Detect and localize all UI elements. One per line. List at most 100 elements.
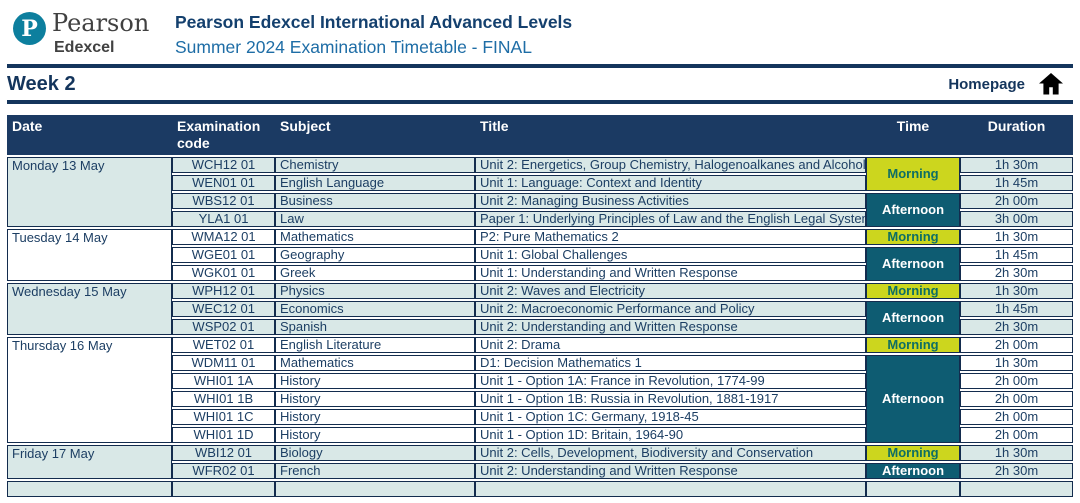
week-title: Week 2 bbox=[7, 72, 76, 95]
column-header-duration: Duration bbox=[960, 115, 1073, 155]
date-cell: Monday 13 May bbox=[7, 157, 172, 227]
table-row: WSP02 01 Spanish Unit 2: Understanding and… bbox=[7, 319, 1073, 335]
table-row: WEN01 01 English Language Unit 1: Language… bbox=[7, 175, 1073, 191]
exam-code-cell: WET02 01 bbox=[172, 337, 275, 353]
title-cell: Unit 2: Managing Business Activities bbox=[475, 193, 866, 209]
table-row: WFR02 01 French Unit 2: Understanding and … bbox=[7, 463, 1073, 479]
exam-code-cell: WGK01 01 bbox=[172, 265, 275, 281]
exam-code-cell: WDM11 01 bbox=[172, 355, 275, 371]
empty-cell bbox=[275, 481, 475, 497]
subject-cell: Mathematics bbox=[275, 355, 475, 371]
duration-cell: 1h 30m bbox=[960, 157, 1073, 173]
date-cell: Friday 17 May bbox=[7, 445, 172, 479]
logo-text-pearson: Pearson bbox=[52, 9, 150, 37]
header-row: Date Examination code Subject Title Time Dura… bbox=[7, 115, 1073, 155]
home-icon[interactable] bbox=[1039, 73, 1063, 95]
table-row: WDM11 01 Mathematics D1: Decision Mathemat… bbox=[7, 355, 1073, 443]
subject-cell: History bbox=[275, 373, 475, 389]
table-row: YLA1 01 Law Paper 1: Underlying Principles… bbox=[7, 211, 1073, 227]
duration-cell: 1h 30m bbox=[960, 283, 1073, 299]
duration-cell: 2h 30m bbox=[960, 463, 1073, 479]
duration-cell: 1h 45m bbox=[960, 247, 1073, 263]
duration-cell: 2h 30m bbox=[960, 319, 1073, 335]
subject-cell: History bbox=[275, 409, 475, 425]
table-row: Thursday 16 May WET02 01 English Literatur… bbox=[7, 337, 1073, 443]
title-cell: D1: Decision Mathematics 1 bbox=[475, 355, 866, 371]
time-badge: Morning bbox=[866, 229, 960, 245]
duration-cell: 1h 45m bbox=[960, 175, 1073, 191]
divider-top bbox=[7, 64, 1073, 68]
duration-cell: 3h 00m bbox=[960, 211, 1073, 227]
time-badge: Morning bbox=[866, 445, 960, 461]
date-cell: Tuesday 14 May bbox=[7, 229, 172, 281]
subject-cell: Mathematics bbox=[275, 229, 475, 245]
title-cell: Paper 1: Underlying Principles of Law an… bbox=[475, 211, 866, 227]
subject-cell: Economics bbox=[275, 301, 475, 317]
timetable: Date Examination code Subject Title Time Dura… bbox=[7, 113, 1073, 499]
subject-cell: Geography bbox=[275, 247, 475, 263]
title-cell: Unit 2: Drama bbox=[475, 337, 866, 353]
duration-cell: 1h 45m bbox=[960, 301, 1073, 317]
exam-code-cell: WHI01 1B bbox=[172, 391, 275, 407]
table-row: WHI01 1B History Unit 1 - Option 1B: Russi… bbox=[7, 391, 1073, 407]
duration-cell: 2h 00m bbox=[960, 391, 1073, 407]
subject-cell: Physics bbox=[275, 283, 475, 299]
empty-cell bbox=[960, 481, 1073, 497]
table-row: WBS12 01 Business Unit 2: Managing Busines… bbox=[7, 193, 1073, 227]
logo-letter: P bbox=[21, 15, 38, 42]
exam-code-cell: WSP02 01 bbox=[172, 319, 275, 335]
table-row-partial bbox=[7, 481, 1073, 497]
title-cell: Unit 2: Macroeconomic Performance and Po… bbox=[475, 301, 866, 317]
homepage-link[interactable]: Homepage bbox=[948, 75, 1025, 93]
empty-cell bbox=[7, 481, 172, 497]
table-row: Monday 13 May WCH12 01 Chemistry Unit 2: En… bbox=[7, 157, 1073, 227]
exam-code-cell: WHI01 1A bbox=[172, 373, 275, 389]
pearson-edexcel-logo: P Pearson Edexcel bbox=[7, 8, 175, 57]
time-badge: Afternoon bbox=[866, 301, 960, 335]
column-header-time: Time bbox=[866, 115, 960, 155]
duration-cell: 2h 00m bbox=[960, 337, 1073, 353]
document-subtitle: Summer 2024 Examination Timetable - FINA… bbox=[175, 37, 532, 57]
time-badge: Afternoon bbox=[866, 355, 960, 443]
exam-code-cell: WBS12 01 bbox=[172, 193, 275, 209]
title-cell: Unit 1 - Option 1D: Britain, 1964-90 bbox=[475, 427, 866, 443]
duration-cell: 2h 00m bbox=[960, 409, 1073, 425]
exam-code-cell: WFR02 01 bbox=[172, 463, 275, 479]
title-cell: Unit 2: Understanding and Written Respon… bbox=[475, 463, 866, 479]
subject-cell: English Language bbox=[275, 175, 475, 191]
table-row: Friday 17 May WBI12 01 Biology Unit 2: Cell… bbox=[7, 445, 1073, 479]
table-row: WHI01 1C History Unit 1 - Option 1C: Germa… bbox=[7, 409, 1073, 425]
document-title: Pearson Edexcel International Advanced L… bbox=[175, 12, 573, 32]
subject-cell: Biology bbox=[275, 445, 475, 461]
title-cell: Unit 1 - Option 1C: Germany, 1918-45 bbox=[475, 409, 866, 425]
time-badge: Afternoon bbox=[866, 193, 960, 227]
date-cell: Thursday 16 May bbox=[7, 337, 172, 443]
title-cell: Unit 2: Understanding and Written Respon… bbox=[475, 319, 866, 335]
duration-cell: 2h 00m bbox=[960, 193, 1073, 209]
empty-cell bbox=[866, 481, 960, 497]
table-row: WHI01 1D History Unit 1 - Option 1D: Brita… bbox=[7, 427, 1073, 443]
duration-cell: 2h 00m bbox=[960, 427, 1073, 443]
table-row: Wednesday 15 May WPH12 01 Physics Unit 2: W… bbox=[7, 283, 1073, 335]
timetable-header: Date Examination code Subject Title Time Dura… bbox=[7, 115, 1073, 155]
exam-code-cell: YLA1 01 bbox=[172, 211, 275, 227]
title-cell: Unit 2: Waves and Electricity bbox=[475, 283, 866, 299]
title-cell: Unit 2: Cells, Development, Biodiversity… bbox=[475, 445, 866, 461]
subject-cell: History bbox=[275, 427, 475, 443]
duration-cell: 1h 30m bbox=[960, 355, 1073, 371]
subject-cell: History bbox=[275, 391, 475, 407]
subject-cell: French bbox=[275, 463, 475, 479]
time-badge: Afternoon bbox=[866, 463, 960, 479]
pearson-p-icon: P bbox=[13, 12, 46, 45]
duration-cell: 2h 30m bbox=[960, 265, 1073, 281]
column-header-date: Date bbox=[7, 115, 172, 155]
subject-cell: Spanish bbox=[275, 319, 475, 335]
title-cell: Unit 1 - Option 1B: Russia in Revolution… bbox=[475, 391, 866, 407]
title-cell: Unit 1 - Option 1A: France in Revolution… bbox=[475, 373, 866, 389]
title-cell: Unit 2: Energetics, Group Chemistry, Hal… bbox=[475, 157, 866, 173]
time-badge: Morning bbox=[866, 157, 960, 191]
subject-cell: Chemistry bbox=[275, 157, 475, 173]
subject-cell: Business bbox=[275, 193, 475, 209]
exam-code-cell: WCH12 01 bbox=[172, 157, 275, 173]
time-badge: Afternoon bbox=[866, 247, 960, 281]
